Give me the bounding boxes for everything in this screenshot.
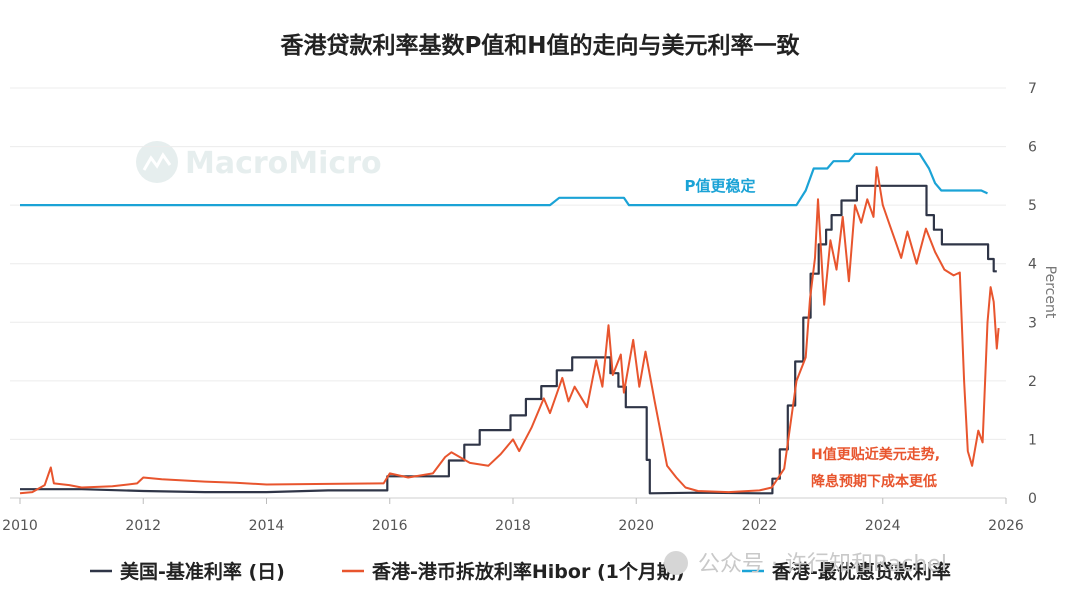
x-tick-label: 2024 bbox=[865, 518, 901, 534]
y-tick-label: 4 bbox=[1028, 257, 1037, 273]
logo-mark bbox=[142, 152, 172, 171]
y-tick-label: 2 bbox=[1028, 374, 1037, 390]
legend-label: 香港-港币拆放利率Hibor (1个月期) bbox=[371, 560, 685, 583]
series-line-0 bbox=[20, 184, 997, 495]
wechat-watermark: 公众号 · 许行知和Rachel bbox=[664, 551, 947, 577]
watermark-brand: MacroMicro bbox=[185, 146, 382, 181]
annotation-h-value-line2: 降息预期下成本更低 bbox=[811, 473, 937, 490]
x-tick-label: 2012 bbox=[125, 518, 161, 534]
series-lines bbox=[19, 152, 1000, 495]
x-tick-label: 2010 bbox=[2, 518, 38, 534]
legend: 美国-基准利率 (日) 香港-港币拆放利率Hibor (1个月期) 香港-最优惠贷款… bbox=[90, 560, 951, 583]
legend-label: 香港-最优惠贷款利率 bbox=[771, 560, 951, 583]
y-tick-label: 0 bbox=[1028, 491, 1037, 507]
y-tick-label: 5 bbox=[1028, 198, 1037, 214]
series-line-2 bbox=[20, 152, 988, 207]
series-line-1 bbox=[19, 166, 1000, 495]
y-ticks: 0 1 2 3 4 5 6 7 bbox=[1028, 81, 1037, 507]
legend-label: 美国-基准利率 (日) bbox=[120, 560, 285, 583]
wechat-icon bbox=[664, 551, 688, 575]
y-tick-label: 3 bbox=[1028, 315, 1037, 331]
x-ticks: 2010 2012 2014 2016 2018 2020 2022 2024 2026 bbox=[2, 498, 1024, 534]
chart-title: 香港贷款利率基数P值和H值的走向与美元利率一致 bbox=[280, 32, 800, 59]
y-tick-label: 6 bbox=[1028, 140, 1037, 156]
wechat-watermark-text: 公众号 · 许行知和Rachel bbox=[698, 552, 947, 577]
x-tick-label: 2014 bbox=[249, 518, 285, 534]
macromicro-logo-icon bbox=[136, 141, 178, 183]
x-tick-label: 2016 bbox=[372, 518, 408, 534]
annotation-p-value: P值更稳定 bbox=[685, 177, 756, 195]
y-tick-label: 7 bbox=[1028, 81, 1037, 97]
x-tick-label: 2020 bbox=[618, 518, 654, 534]
x-tick-label: 2018 bbox=[495, 518, 531, 534]
y-tick-label: 1 bbox=[1028, 432, 1037, 448]
y-axis-label: Percent bbox=[1042, 266, 1058, 319]
annotation-h-value-line1: H值更贴近美元走势, bbox=[811, 446, 940, 463]
x-tick-label: 2022 bbox=[742, 518, 778, 534]
watermark: MacroMicro bbox=[136, 141, 382, 183]
x-tick-label: 2026 bbox=[988, 518, 1024, 534]
